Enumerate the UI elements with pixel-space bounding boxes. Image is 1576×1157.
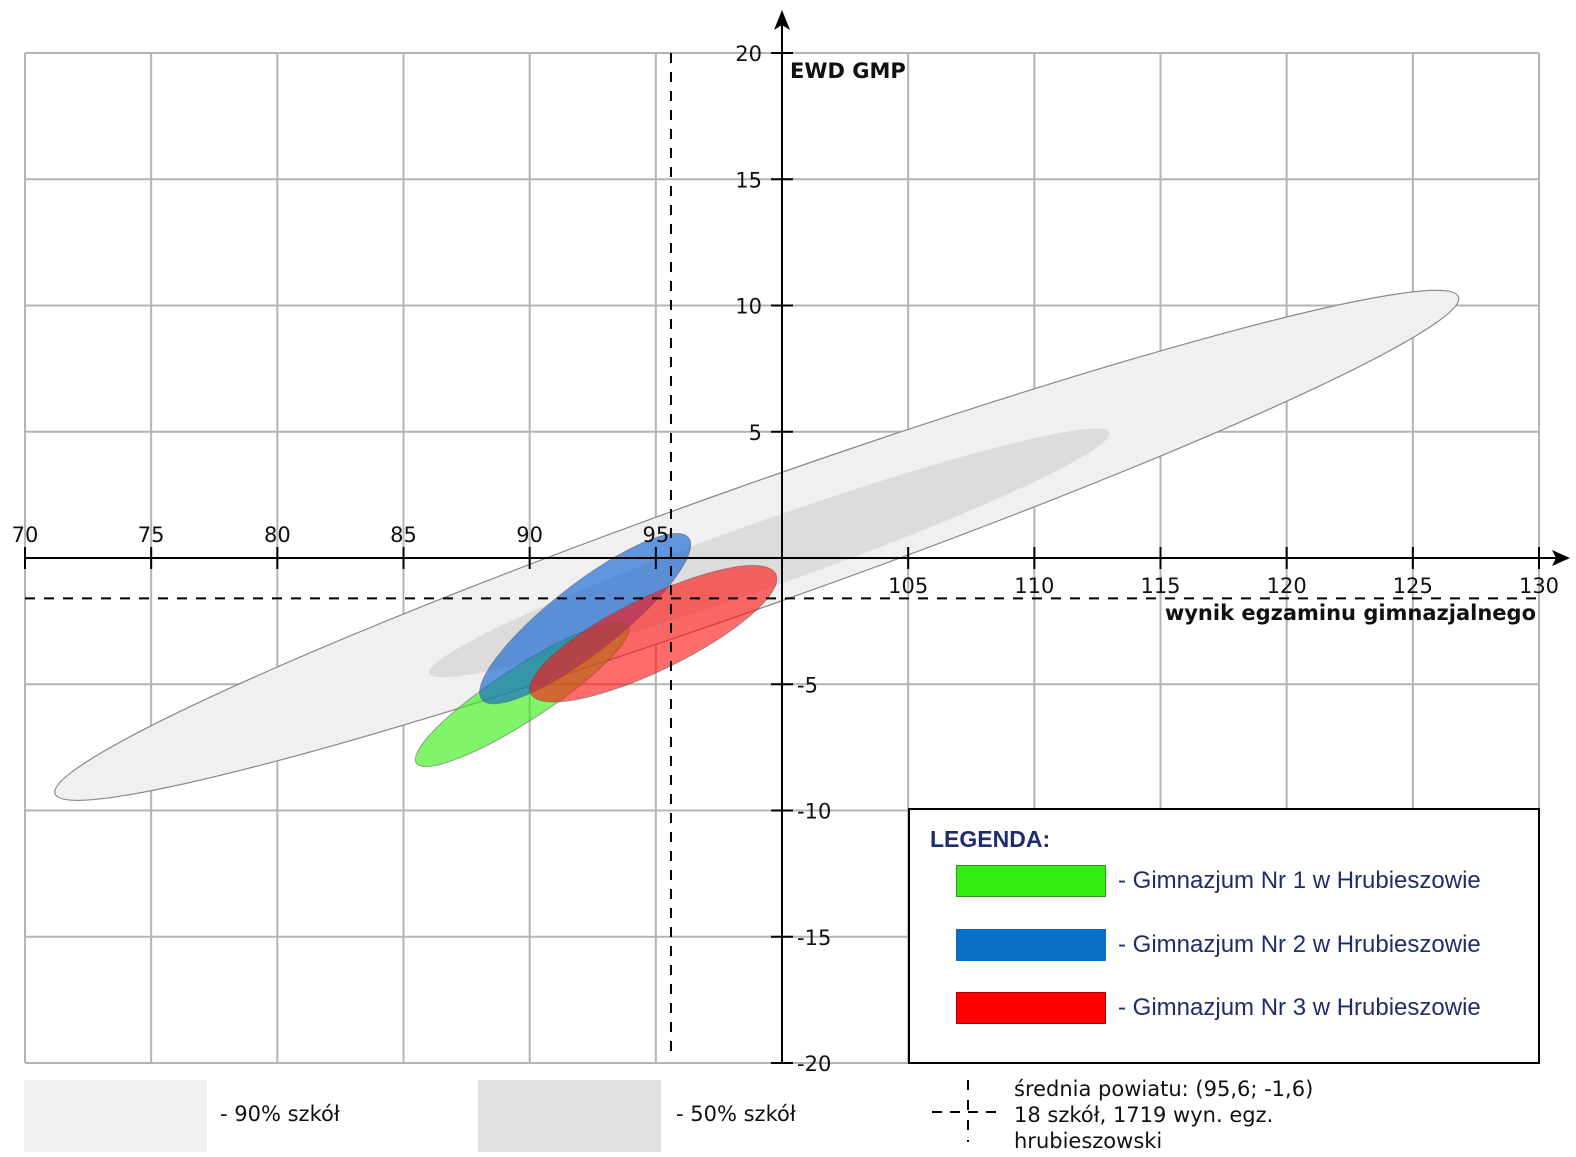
mean-note-line-3: hrubieszowski <box>1014 1129 1163 1153</box>
x-tick-label: 70 <box>12 523 39 547</box>
mean-note-line-2: 18 szkół, 1719 wyn. egz. <box>1014 1103 1274 1127</box>
band-swatch-90 <box>24 1080 207 1152</box>
x-tick-label: 80 <box>264 523 291 547</box>
legend-label-school-2: - Gimnazjum Nr 2 w Hrubieszowie <box>1118 931 1481 958</box>
legend: LEGENDA: - Gimnazjum Nr 1 w Hrubieszowie… <box>908 808 1540 1064</box>
legend-swatch-school-1 <box>956 865 1106 897</box>
mean-note-line-1: średnia powiatu: (95,6; -1,6) <box>1014 1077 1314 1101</box>
legend-item-school-1: - Gimnazjum Nr 1 w Hrubieszowie <box>956 864 1481 898</box>
axes <box>24 10 1570 1064</box>
x-tick-label: 120 <box>1267 574 1307 598</box>
legend-swatch-school-3 <box>956 992 1106 1024</box>
x-tick-label: 125 <box>1393 574 1433 598</box>
y-axis-arrow <box>774 10 790 30</box>
mean-cross-icon <box>932 1080 998 1142</box>
band-label-50: - 50% szkół <box>676 1102 796 1126</box>
legend-label-school-3: - Gimnazjum Nr 3 w Hrubieszowie <box>1118 994 1481 1021</box>
y-tick-label: 15 <box>735 168 762 192</box>
school-ellipses <box>414 532 778 768</box>
y-tick-label: 5 <box>749 421 762 445</box>
y-tick-label: 10 <box>735 295 762 319</box>
y-tick-label: 20 <box>735 42 762 66</box>
legend-swatch-school-2 <box>956 929 1106 961</box>
x-tick-label: 105 <box>888 574 928 598</box>
x-axis-title: wynik egzaminu gimnazjalnego <box>1165 601 1536 625</box>
y-tick-label: -15 <box>797 926 831 950</box>
x-tick-label: 110 <box>1014 574 1054 598</box>
x-tick-label: 85 <box>390 523 417 547</box>
y-tick-label: -10 <box>797 800 831 824</box>
legend-label-school-1: - Gimnazjum Nr 1 w Hrubieszowie <box>1118 867 1481 894</box>
x-tick-label: 130 <box>1519 574 1559 598</box>
legend-title: LEGENDA: <box>930 826 1051 852</box>
y-axis-title: EWD GMP <box>790 59 906 83</box>
legend-item-school-3: - Gimnazjum Nr 3 w Hrubieszowie <box>956 991 1481 1025</box>
y-tick-label: -20 <box>797 1052 831 1076</box>
band-label-90: - 90% szkół <box>220 1102 340 1126</box>
band-swatch-50 <box>478 1080 661 1152</box>
x-tick-label: 75 <box>138 523 165 547</box>
legend-item-school-2: - Gimnazjum Nr 2 w Hrubieszowie <box>956 928 1481 962</box>
x-axis-arrow <box>1552 550 1570 566</box>
y-tick-label: -5 <box>797 673 818 697</box>
mean-note: średnia powiatu: (95,6; -1,6) 18 szkół, … <box>1014 1076 1313 1154</box>
school-ellipse-3 <box>529 565 778 703</box>
mean-reference-lines <box>25 53 1539 1052</box>
x-tick-label: 90 <box>516 523 543 547</box>
confidence-bands <box>54 289 1460 801</box>
x-tick-label: 95 <box>642 523 669 547</box>
x-tick-label: 115 <box>1140 574 1180 598</box>
